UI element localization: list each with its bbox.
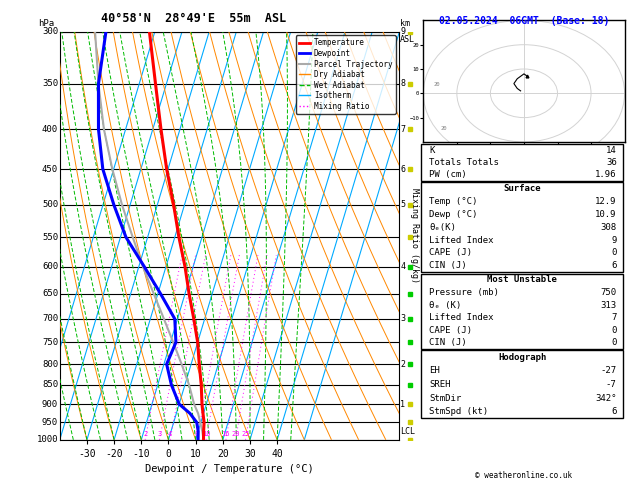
- Text: StmDir: StmDir: [430, 394, 462, 402]
- Text: 5: 5: [400, 200, 405, 209]
- Text: 1.96: 1.96: [595, 170, 616, 179]
- Text: Mixing Ratio (g/kg): Mixing Ratio (g/kg): [409, 188, 419, 283]
- Text: -27: -27: [601, 366, 616, 375]
- Text: Temp (°C): Temp (°C): [430, 197, 478, 206]
- Text: -7: -7: [606, 380, 616, 389]
- Text: 950: 950: [42, 418, 58, 427]
- Text: Hodograph: Hodograph: [498, 353, 546, 362]
- Text: θₑ(K): θₑ(K): [430, 223, 457, 232]
- Text: 4: 4: [168, 431, 172, 436]
- Text: 800: 800: [42, 360, 58, 369]
- Text: 1000: 1000: [36, 435, 58, 444]
- Text: 0: 0: [611, 326, 616, 335]
- Text: 450: 450: [42, 165, 58, 174]
- Text: 850: 850: [42, 380, 58, 389]
- Text: 6: 6: [400, 165, 405, 174]
- Text: CIN (J): CIN (J): [430, 261, 467, 270]
- Text: Dewp (°C): Dewp (°C): [430, 210, 478, 219]
- Text: 700: 700: [42, 314, 58, 323]
- Text: 02.05.2024  06GMT  (Base: 18): 02.05.2024 06GMT (Base: 18): [439, 16, 609, 26]
- Text: 2: 2: [400, 360, 405, 369]
- Text: 8: 8: [400, 79, 405, 88]
- Text: 0: 0: [611, 248, 616, 258]
- Text: 14: 14: [606, 146, 616, 155]
- X-axis label: Dewpoint / Temperature (°C): Dewpoint / Temperature (°C): [145, 465, 314, 474]
- Text: StmSpd (kt): StmSpd (kt): [430, 407, 489, 416]
- Text: 4: 4: [400, 262, 405, 271]
- Text: Surface: Surface: [503, 184, 541, 193]
- Text: 3: 3: [400, 314, 405, 323]
- Text: 10.9: 10.9: [595, 210, 616, 219]
- Text: Most Unstable: Most Unstable: [487, 276, 557, 284]
- Text: 40°58'N  28°49'E  55m  ASL: 40°58'N 28°49'E 55m ASL: [101, 13, 286, 25]
- Legend: Temperature, Dewpoint, Parcel Trajectory, Dry Adiabat, Wet Adiabat, Isotherm, Mi: Temperature, Dewpoint, Parcel Trajectory…: [296, 35, 396, 114]
- Text: 10: 10: [202, 431, 210, 436]
- Text: 6: 6: [611, 261, 616, 270]
- Text: 400: 400: [42, 124, 58, 134]
- Text: 0: 0: [611, 338, 616, 347]
- Text: CAPE (J): CAPE (J): [430, 248, 472, 258]
- Text: 1: 1: [400, 399, 405, 409]
- Text: Lifted Index: Lifted Index: [430, 236, 494, 244]
- Text: © weatheronline.co.uk: © weatheronline.co.uk: [476, 471, 572, 480]
- Text: 20: 20: [433, 82, 440, 87]
- Text: 500: 500: [42, 200, 58, 209]
- Text: K: K: [430, 146, 435, 155]
- Text: SREH: SREH: [430, 380, 451, 389]
- Text: 308: 308: [601, 223, 616, 232]
- Text: 12.9: 12.9: [595, 197, 616, 206]
- Text: 900: 900: [42, 399, 58, 409]
- Text: 7: 7: [611, 313, 616, 322]
- Text: 20: 20: [231, 431, 240, 436]
- Text: 550: 550: [42, 233, 58, 242]
- Text: 650: 650: [42, 289, 58, 298]
- Text: θₑ (K): θₑ (K): [430, 300, 462, 310]
- Text: ASL: ASL: [400, 35, 415, 44]
- Text: LCL: LCL: [400, 427, 415, 436]
- Text: 7: 7: [400, 124, 405, 134]
- Text: 3: 3: [157, 431, 162, 436]
- Text: 350: 350: [42, 79, 58, 88]
- Text: 300: 300: [42, 27, 58, 36]
- Text: Pressure (mb): Pressure (mb): [430, 288, 499, 297]
- Text: 6: 6: [611, 407, 616, 416]
- Text: 342°: 342°: [595, 394, 616, 402]
- Text: 750: 750: [601, 288, 616, 297]
- Text: hPa: hPa: [38, 18, 54, 28]
- Text: km: km: [400, 18, 410, 28]
- Text: CIN (J): CIN (J): [430, 338, 467, 347]
- X-axis label: kt: kt: [520, 151, 528, 157]
- Text: 313: 313: [601, 300, 616, 310]
- Text: 8: 8: [195, 431, 199, 436]
- Text: Lifted Index: Lifted Index: [430, 313, 494, 322]
- Text: Totals Totals: Totals Totals: [430, 158, 499, 167]
- Text: 2: 2: [143, 431, 147, 436]
- Text: 9: 9: [611, 236, 616, 244]
- Text: 600: 600: [42, 262, 58, 271]
- Text: CAPE (J): CAPE (J): [430, 326, 472, 335]
- Text: 36: 36: [606, 158, 616, 167]
- Text: 9: 9: [400, 27, 405, 36]
- Text: 750: 750: [42, 338, 58, 347]
- Text: EH: EH: [430, 366, 440, 375]
- Text: 16: 16: [221, 431, 230, 436]
- Text: PW (cm): PW (cm): [430, 170, 467, 179]
- Text: 20: 20: [440, 126, 447, 131]
- Text: 25: 25: [242, 431, 250, 436]
